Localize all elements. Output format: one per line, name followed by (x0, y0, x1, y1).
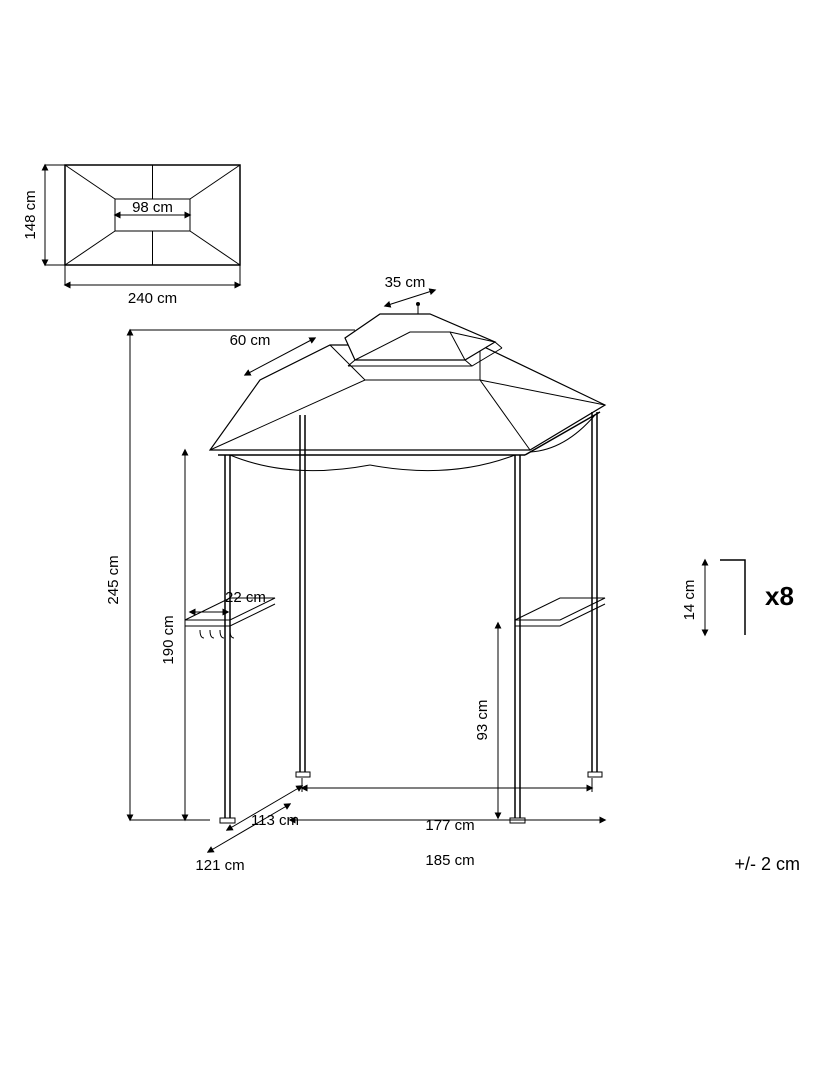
dim-inner-width: 98 cm (132, 199, 173, 216)
top-plan-view: 98 cm 148 cm 240 cm (22, 165, 240, 307)
dim-depth-121: 121 cm (195, 857, 244, 874)
dim-shelf-depth: 22 cm (225, 589, 266, 606)
dim-roof-35: 35 cm (385, 274, 426, 291)
dim-total-height: 245 cm (105, 555, 122, 604)
tolerance-label: +/- 2 cm (734, 854, 800, 874)
dim-plan-width: 240 cm (128, 290, 177, 307)
dim-roof-60: 60 cm (230, 332, 271, 349)
dim-width-185: 185 cm (425, 852, 474, 869)
gazebo-view: 245 cm 190 cm 60 cm (105, 274, 605, 874)
hook-count: x8 (765, 581, 794, 611)
dim-shelf-height: 93 cm (474, 700, 491, 741)
technical-diagram: 98 cm 148 cm 240 cm 245 cm 190 cm (0, 0, 830, 1080)
hook-detail: 14 cm x8 (681, 560, 794, 635)
dim-plan-height: 148 cm (22, 190, 39, 239)
dim-hook-height: 14 cm (681, 580, 698, 621)
roof (210, 302, 605, 450)
dim-inner-height: 190 cm (160, 615, 177, 664)
